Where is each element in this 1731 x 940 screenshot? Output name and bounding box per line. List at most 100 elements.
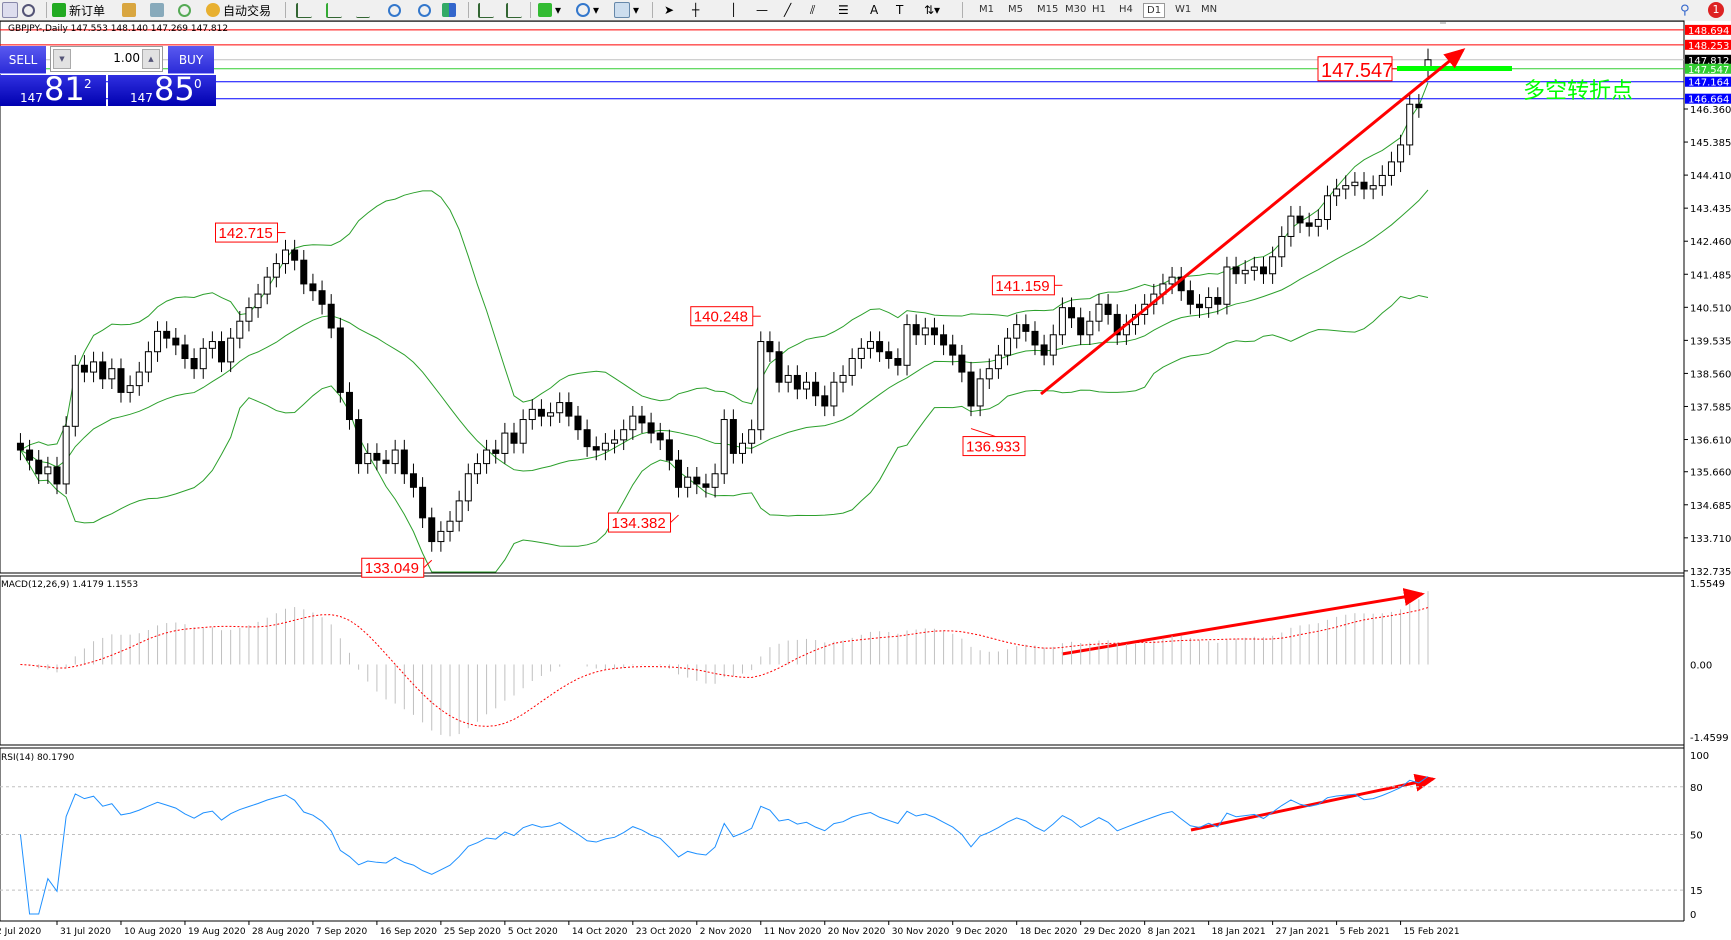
- timeframe-m1[interactable]: M1: [979, 4, 994, 15]
- date-tick-label: 16 Sep 2020: [380, 927, 437, 937]
- bull-candle: [1351, 181, 1359, 187]
- bull-candle: [903, 324, 911, 366]
- date-tick-label: 5 Oct 2020: [508, 927, 558, 937]
- bull-candle: [1241, 269, 1249, 275]
- price-tick-label: 146.360: [1690, 105, 1731, 116]
- price-tick-label: 139.535: [1690, 336, 1731, 347]
- bear-candle: [1031, 330, 1039, 346]
- arrows-button[interactable]: ⇅▾: [924, 2, 940, 18]
- auto-trading-button[interactable]: 自动交易: [206, 2, 271, 18]
- buy-price[interactable]: 147 85 0: [108, 70, 216, 108]
- bull-candle: [1406, 103, 1414, 146]
- add-indicator-icon: [538, 3, 552, 17]
- price-tick-label: 138.560: [1690, 369, 1731, 380]
- rsi-axis-label: 15: [1690, 886, 1703, 897]
- bear-candle: [218, 341, 226, 363]
- indicators-button[interactable]: ▾: [538, 2, 561, 18]
- zoom-out-button[interactable]: [418, 2, 434, 18]
- bear-candle: [309, 283, 317, 292]
- bull-candle: [1205, 296, 1213, 309]
- timeframe-w1[interactable]: W1: [1175, 4, 1192, 15]
- lot-decrease-button[interactable]: ▼: [53, 49, 71, 69]
- timeframe-h4[interactable]: H4: [1119, 4, 1133, 15]
- bear-candle: [291, 249, 299, 261]
- timeframe-d1[interactable]: D1: [1143, 3, 1166, 18]
- macd-axis-label: 0.00: [1690, 660, 1712, 671]
- search-icon: ⚲: [1680, 2, 1690, 18]
- trendline-button[interactable]: ╱: [784, 2, 791, 18]
- bull-candle: [154, 330, 162, 353]
- buy-button[interactable]: BUY: [168, 46, 214, 74]
- sell-price[interactable]: 147 81 2: [0, 70, 106, 108]
- vertical-line-button[interactable]: │: [730, 2, 737, 18]
- fibonacci-button[interactable]: ☰: [838, 2, 849, 18]
- price-trend-arrow: [1040, 48, 1466, 396]
- lot-input[interactable]: 1.00: [113, 51, 140, 65]
- equidistant-channel-button[interactable]: ⫽: [810, 2, 815, 18]
- horizontal-line-button[interactable]: —: [756, 2, 768, 18]
- bull-candle: [135, 371, 143, 387]
- toolbar-new-chart-button[interactable]: [2, 2, 21, 18]
- notifications-button[interactable]: 1: [1708, 2, 1724, 18]
- price-annotation-label: 134.382: [612, 515, 666, 532]
- bull-candle: [1378, 174, 1386, 187]
- bull-candle: [784, 374, 792, 383]
- horizontal-line-icon: —: [756, 3, 768, 17]
- tile-windows-button[interactable]: [442, 2, 459, 18]
- auto-scroll-button[interactable]: [478, 2, 497, 18]
- date-tick-label: 2 Nov 2020: [700, 927, 752, 937]
- macd-histogram: [29, 591, 1429, 737]
- lot-increase-button[interactable]: ▲: [142, 49, 160, 69]
- macd-pane: [0, 575, 1685, 746]
- bear-candle: [510, 432, 518, 444]
- date-tick-label: 23 Oct 2020: [636, 927, 692, 937]
- timeframe-m5[interactable]: M5: [1008, 4, 1023, 15]
- periods-button[interactable]: ▾: [576, 2, 599, 18]
- templates-button[interactable]: ▾: [614, 2, 639, 18]
- magnifier-icon: [22, 3, 35, 17]
- rsi-axis-label: 80: [1690, 783, 1703, 794]
- fibonacci-icon: ☰: [838, 3, 849, 17]
- timeframe-mn[interactable]: MN: [1201, 4, 1218, 15]
- chart-shift-button[interactable]: [506, 2, 525, 18]
- bear-candle: [1214, 296, 1222, 305]
- price-tick-label: 132.735: [1690, 567, 1731, 578]
- bear-candle: [409, 473, 417, 488]
- lot-size-field: ▼ 1.00 ▲: [50, 46, 163, 72]
- sell-button[interactable]: SELL: [0, 46, 46, 74]
- bull-candle: [199, 347, 207, 370]
- bull-candle: [437, 530, 445, 543]
- cursor-button[interactable]: ➤: [664, 2, 674, 18]
- bear-candle: [1415, 103, 1423, 109]
- toolbar-signals-button[interactable]: [178, 2, 194, 18]
- timeframe-m30[interactable]: M30: [1065, 4, 1087, 15]
- bear-candle: [327, 303, 335, 329]
- text-button[interactable]: A: [870, 2, 878, 18]
- toolbar-zoom-button[interactable]: [22, 2, 38, 18]
- bear-candle: [117, 368, 125, 393]
- macd-trend-arrow: [1061, 588, 1425, 656]
- toolbar-terminal-button[interactable]: [150, 2, 167, 18]
- bull-candle: [839, 374, 847, 383]
- toolbar-history-button[interactable]: [122, 2, 139, 18]
- bear-candle: [428, 517, 436, 543]
- text-label-button[interactable]: T: [896, 2, 903, 18]
- bear-candle: [1296, 215, 1304, 224]
- price-annotation-box: [991, 275, 1055, 296]
- timeframe-m15[interactable]: M15: [1037, 4, 1059, 15]
- price-annotation-label: 136.933: [966, 439, 1020, 456]
- bull-candle: [866, 341, 874, 349]
- line-chart-button[interactable]: [356, 2, 373, 18]
- zoom-in-button[interactable]: [388, 2, 404, 18]
- bull-candle: [985, 368, 993, 380]
- bar-chart-button[interactable]: [296, 2, 315, 18]
- candlestick-button[interactable]: [326, 2, 345, 18]
- timeframe-h1[interactable]: H1: [1092, 4, 1106, 15]
- bull-candle: [528, 408, 536, 421]
- bull-candle: [1342, 185, 1350, 190]
- crosshair-button[interactable]: ┼: [692, 2, 699, 18]
- new-order-button[interactable]: 新订单: [52, 2, 105, 18]
- search-button[interactable]: ⚲: [1680, 2, 1690, 18]
- bear-candle: [190, 358, 198, 370]
